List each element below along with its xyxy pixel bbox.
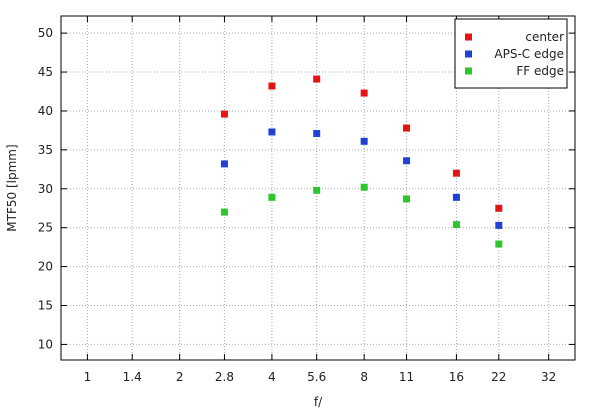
legend: center APS-C edge FF edge	[454, 18, 568, 89]
data-point-center	[360, 89, 368, 97]
x-tick-label: 5.6	[307, 370, 326, 384]
data-point-aps-c-edge	[360, 137, 368, 145]
y-tick-label: 35	[38, 143, 53, 157]
legend-marker-center	[465, 33, 472, 41]
data-marker-layer	[220, 75, 503, 248]
axis-layer	[60, 15, 576, 361]
x-axis-title: f/	[314, 395, 323, 409]
data-point-aps-c-edge	[452, 193, 460, 201]
data-point-center	[220, 110, 228, 118]
y-tick-label: 15	[38, 299, 53, 313]
y-tick-label: 10	[38, 337, 53, 351]
y-tick-label: 45	[38, 65, 53, 79]
x-tick-label: 8	[360, 370, 368, 384]
tick-label-layer: 1 1.4 2 2.8 4 5.6 8 11 16 22 32 10 15 20 25 30 35 40 45 50	[38, 26, 557, 384]
x-tick-label: 4	[268, 370, 276, 384]
data-point-ff-edge	[452, 221, 460, 229]
legend-marker-aps-c-edge	[465, 50, 472, 58]
data-point-center	[495, 204, 503, 212]
x-tick-label: 2.8	[215, 370, 234, 384]
x-tick-label: 1.4	[123, 370, 142, 384]
data-point-aps-c-edge	[403, 157, 411, 165]
data-point-center	[403, 124, 411, 132]
y-axis-title: MTF50 [lpmm]	[5, 144, 19, 231]
data-point-aps-c-edge	[313, 130, 321, 138]
y-tick-label: 30	[38, 182, 53, 196]
data-point-ff-edge	[220, 208, 228, 216]
y-tick-label: 20	[38, 260, 53, 274]
y-tick-label: 40	[38, 104, 53, 118]
legend-label-aps-c-edge: APS-C edge	[494, 47, 564, 61]
plot-frame	[60, 15, 576, 361]
data-point-ff-edge	[403, 195, 411, 203]
data-point-aps-c-edge	[495, 221, 503, 229]
x-tick-label: 2	[176, 370, 184, 384]
legend-marker-ff-edge	[465, 67, 472, 75]
x-tick-label: 32	[541, 370, 556, 384]
x-tick-label: 1	[84, 370, 92, 384]
legend-label-ff-edge: FF edge	[516, 64, 564, 78]
data-point-ff-edge	[360, 183, 368, 191]
data-point-aps-c-edge	[268, 128, 276, 136]
legend-label-center: center	[525, 30, 564, 44]
data-point-ff-edge	[495, 240, 503, 248]
legend-box	[454, 18, 568, 89]
x-tick-label: 16	[449, 370, 464, 384]
data-point-center	[313, 75, 321, 83]
y-tick-label: 50	[38, 26, 53, 40]
x-tick-label: 11	[399, 370, 414, 384]
data-point-ff-edge	[268, 193, 276, 201]
y-tick-label: 25	[38, 221, 53, 235]
data-point-center	[452, 169, 460, 177]
data-point-aps-c-edge	[220, 160, 228, 168]
data-point-center	[268, 82, 276, 90]
data-point-ff-edge	[313, 186, 321, 194]
x-tick-label: 22	[491, 370, 506, 384]
